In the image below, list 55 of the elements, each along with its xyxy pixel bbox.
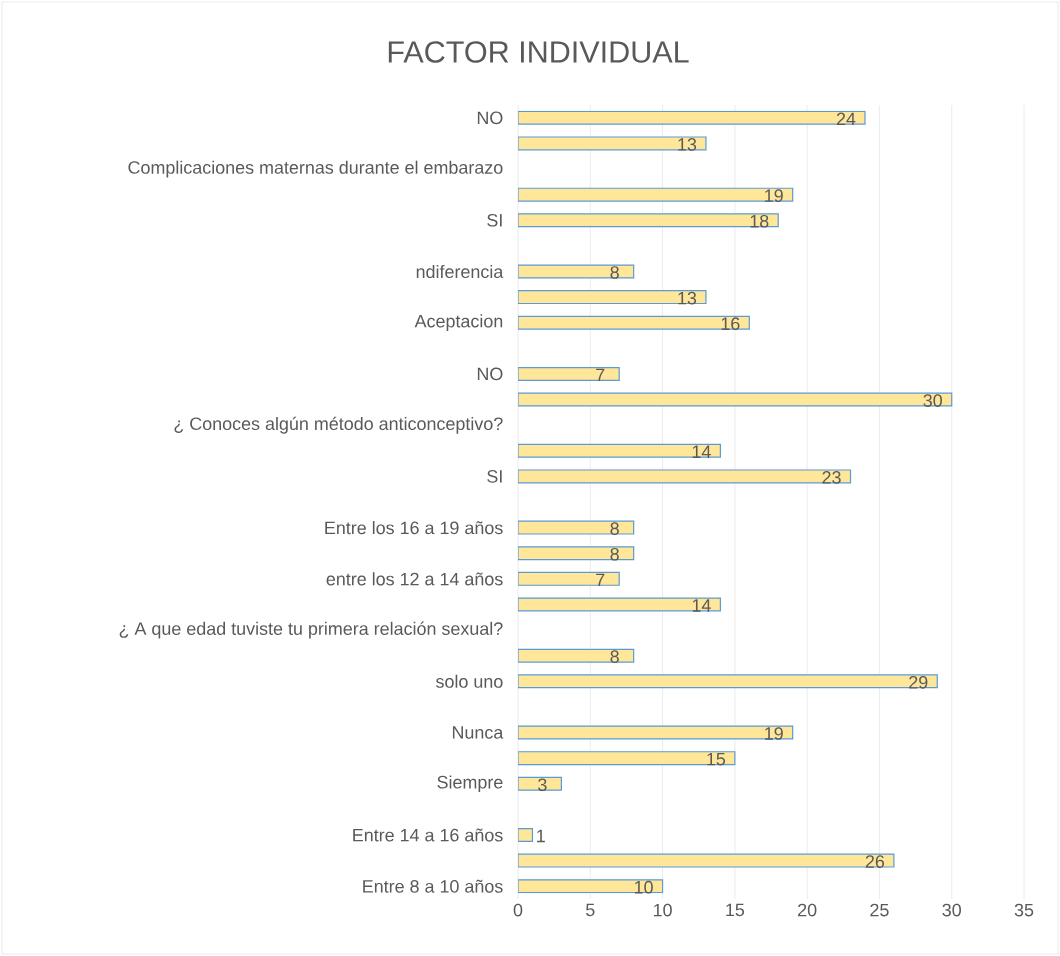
data-label: 14	[692, 599, 711, 612]
y-tick-label: Entre 8 a 10 años	[363, 879, 503, 893]
data-label: 30	[923, 394, 942, 407]
chart-title: FACTOR INDIVIDUAL	[388, 41, 689, 63]
x-tick-label: 35	[1014, 903, 1034, 917]
y-tick-label: Nunca	[452, 726, 504, 739]
data-label: 14	[692, 445, 711, 458]
data-label: 1	[537, 829, 545, 843]
x-tick-label: 5	[586, 903, 595, 917]
data-label: 13	[678, 138, 697, 151]
x-tick-label: 10	[653, 903, 672, 917]
y-tick-label: solo uno	[436, 674, 503, 688]
x-tick-label: 30	[942, 903, 961, 917]
y-tick-label: NO	[477, 367, 503, 381]
y-tick-label: entre los 12 a 14 años	[326, 572, 503, 586]
data-label: 19	[765, 189, 783, 202]
y-tick-label: Siempre	[437, 775, 503, 793]
bar	[518, 571, 620, 586]
data-label: 19	[765, 727, 783, 740]
data-label: 13	[678, 291, 697, 305]
bar	[518, 366, 620, 381]
data-label: 24	[836, 112, 856, 126]
data-label: 15	[707, 752, 726, 766]
x-tick-label: 20	[798, 903, 817, 917]
data-label: 29	[909, 675, 928, 689]
bar	[518, 110, 866, 125]
x-tick-label: 0	[513, 903, 523, 917]
x-tick-label: 15	[726, 903, 745, 917]
data-label: 8	[610, 266, 619, 279]
data-label: 3	[538, 778, 547, 792]
data-label: 8	[610, 650, 619, 664]
data-label: 16	[721, 317, 740, 331]
data-label: 8	[610, 547, 619, 561]
y-tick-label: ¿ A que edad tuviste tu primera relación sexual?	[119, 621, 503, 639]
bar	[518, 443, 721, 458]
bar	[518, 546, 635, 561]
data-label: 23	[822, 471, 841, 484]
y-tick-label: ¿ Conoces algún método anticonceptivo?	[174, 416, 503, 434]
data-label: 7	[596, 573, 605, 587]
bar	[518, 751, 736, 766]
bar	[518, 290, 707, 305]
data-label: 18	[750, 214, 769, 228]
data-label: 7	[596, 368, 605, 382]
y-tick-label: Entre 14 a 16 años	[353, 828, 503, 842]
y-tick-label: NO	[477, 111, 503, 125]
data-label: 10	[634, 880, 653, 894]
data-label: 8	[610, 522, 619, 535]
y-tick-label: ndiferencia	[416, 264, 504, 279]
y-tick-label: SI	[487, 470, 502, 483]
y-tick-label: SI	[487, 213, 502, 227]
data-label: 26	[865, 855, 885, 868]
y-tick-label: Aceptacion	[414, 314, 503, 332]
x-tick-label: 25	[870, 903, 889, 917]
y-tick-label: Entre los 16 a 19 años	[325, 521, 503, 535]
y-tick-label: Complicaciones maternas durante el embarazo	[128, 160, 503, 178]
